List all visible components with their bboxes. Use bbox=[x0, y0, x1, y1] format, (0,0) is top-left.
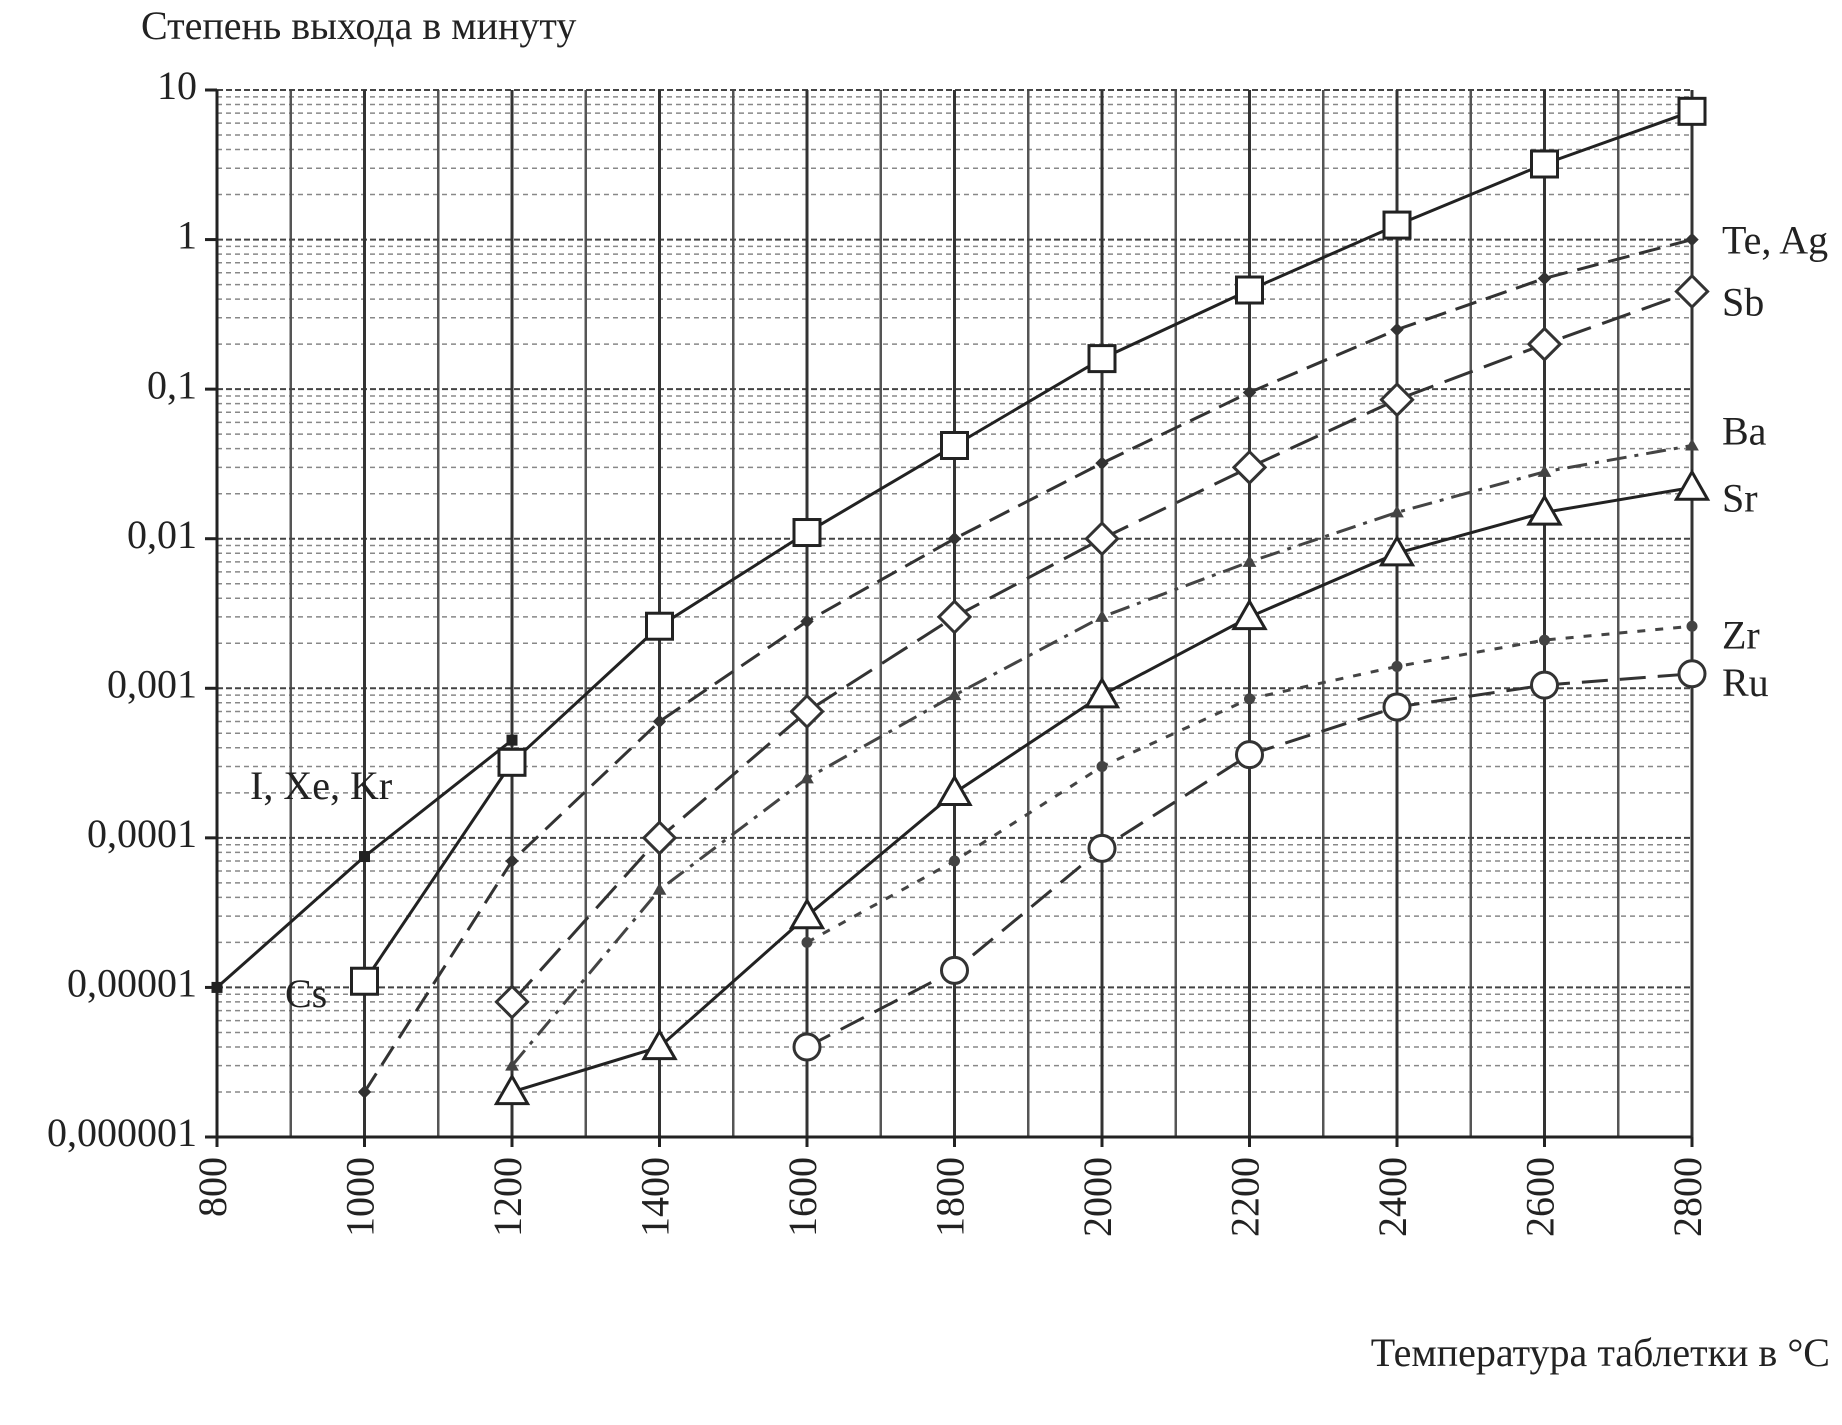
marker bbox=[940, 430, 969, 460]
marker bbox=[1242, 554, 1257, 567]
x-tick-label: 800 bbox=[190, 1157, 235, 1217]
marker bbox=[359, 851, 370, 863]
y-tick-label: 0,1 bbox=[147, 362, 197, 407]
y-tick-label: 0,0001 bbox=[87, 811, 197, 856]
y-tick-label: 0,001 bbox=[107, 661, 197, 706]
marker bbox=[1677, 96, 1707, 126]
marker bbox=[1530, 670, 1559, 700]
marker bbox=[947, 532, 962, 546]
marker bbox=[1391, 660, 1403, 672]
marker bbox=[211, 981, 223, 993]
marker bbox=[505, 854, 519, 868]
y-tick-label: 0,01 bbox=[127, 512, 197, 557]
series-label: Sr bbox=[1722, 476, 1758, 521]
series-label: Zr bbox=[1722, 612, 1760, 657]
marker bbox=[494, 984, 530, 1020]
marker bbox=[800, 614, 814, 629]
marker bbox=[949, 855, 960, 867]
marker bbox=[1539, 634, 1550, 646]
marker bbox=[641, 1028, 678, 1061]
marker bbox=[1537, 464, 1552, 477]
marker bbox=[1390, 505, 1404, 518]
marker bbox=[350, 966, 379, 996]
marker bbox=[1685, 438, 1699, 451]
series-line bbox=[363, 238, 1693, 1093]
series-label: I, Xe, Kr bbox=[250, 763, 392, 808]
x-tick-label: 1200 bbox=[485, 1157, 530, 1237]
marker bbox=[800, 771, 814, 784]
marker bbox=[789, 693, 825, 730]
marker bbox=[936, 774, 973, 807]
marker bbox=[1673, 468, 1711, 501]
series-label: Ba bbox=[1722, 409, 1767, 454]
marker bbox=[1677, 659, 1707, 689]
y-tick-label: 10 bbox=[157, 63, 197, 108]
marker bbox=[1382, 692, 1412, 722]
marker bbox=[641, 820, 678, 856]
series-label: Sb bbox=[1722, 280, 1764, 325]
marker bbox=[792, 518, 822, 548]
series-label: Te, Ag bbox=[1722, 218, 1828, 263]
marker bbox=[1379, 381, 1415, 418]
marker bbox=[1087, 344, 1117, 374]
marker bbox=[1382, 210, 1412, 240]
series-label: Ru bbox=[1722, 660, 1769, 705]
marker bbox=[1378, 534, 1416, 567]
marker bbox=[1231, 598, 1268, 631]
marker bbox=[652, 882, 667, 895]
marker bbox=[947, 688, 962, 701]
x-tick-label: 2000 bbox=[1075, 1157, 1120, 1237]
marker bbox=[1390, 322, 1404, 337]
marker bbox=[1235, 275, 1264, 305]
x-tick-label: 1400 bbox=[633, 1157, 678, 1237]
marker bbox=[1530, 149, 1559, 179]
marker bbox=[497, 747, 527, 777]
marker bbox=[506, 734, 518, 746]
marker bbox=[792, 1032, 822, 1062]
x-tick-label: 2800 bbox=[1665, 1157, 1710, 1237]
marker bbox=[1674, 273, 1710, 310]
marker bbox=[1537, 271, 1552, 286]
marker bbox=[1685, 232, 1699, 247]
y-tick-label: 1 bbox=[177, 213, 197, 258]
marker bbox=[1231, 449, 1268, 486]
x-tick-label: 2600 bbox=[1518, 1157, 1563, 1237]
marker bbox=[493, 1073, 531, 1106]
marker bbox=[1095, 609, 1109, 622]
marker bbox=[505, 1058, 519, 1071]
x-tick-label: 2200 bbox=[1223, 1157, 1268, 1237]
marker bbox=[652, 714, 667, 729]
marker bbox=[788, 897, 826, 930]
y-tick-label: 0,00001 bbox=[67, 961, 197, 1006]
chart-title: Степень выхода в минуту bbox=[141, 3, 576, 48]
marker bbox=[940, 955, 969, 985]
x-tick-label: 1600 bbox=[780, 1157, 825, 1237]
x-tick-label: 1800 bbox=[928, 1157, 973, 1237]
marker bbox=[936, 599, 973, 635]
marker bbox=[1096, 760, 1108, 772]
marker bbox=[357, 1085, 372, 1099]
x-tick-label: 1000 bbox=[338, 1157, 383, 1237]
y-tick-label: 0,000001 bbox=[47, 1110, 197, 1155]
x-axis-label: Температура таблетки в °С bbox=[1371, 1330, 1830, 1375]
x-tick-label: 2400 bbox=[1370, 1157, 1415, 1237]
marker bbox=[1095, 456, 1109, 470]
marker bbox=[1526, 493, 1563, 526]
marker bbox=[1087, 833, 1117, 863]
marker bbox=[1526, 326, 1563, 362]
marker bbox=[1244, 693, 1255, 705]
marker bbox=[1084, 520, 1120, 557]
marker bbox=[1235, 740, 1264, 770]
marker bbox=[1083, 676, 1121, 709]
marker bbox=[1686, 620, 1698, 632]
series-label: Cs bbox=[285, 971, 327, 1016]
marker bbox=[801, 936, 813, 948]
marker bbox=[645, 611, 674, 641]
series-line bbox=[363, 109, 1693, 983]
marker bbox=[1242, 385, 1257, 400]
